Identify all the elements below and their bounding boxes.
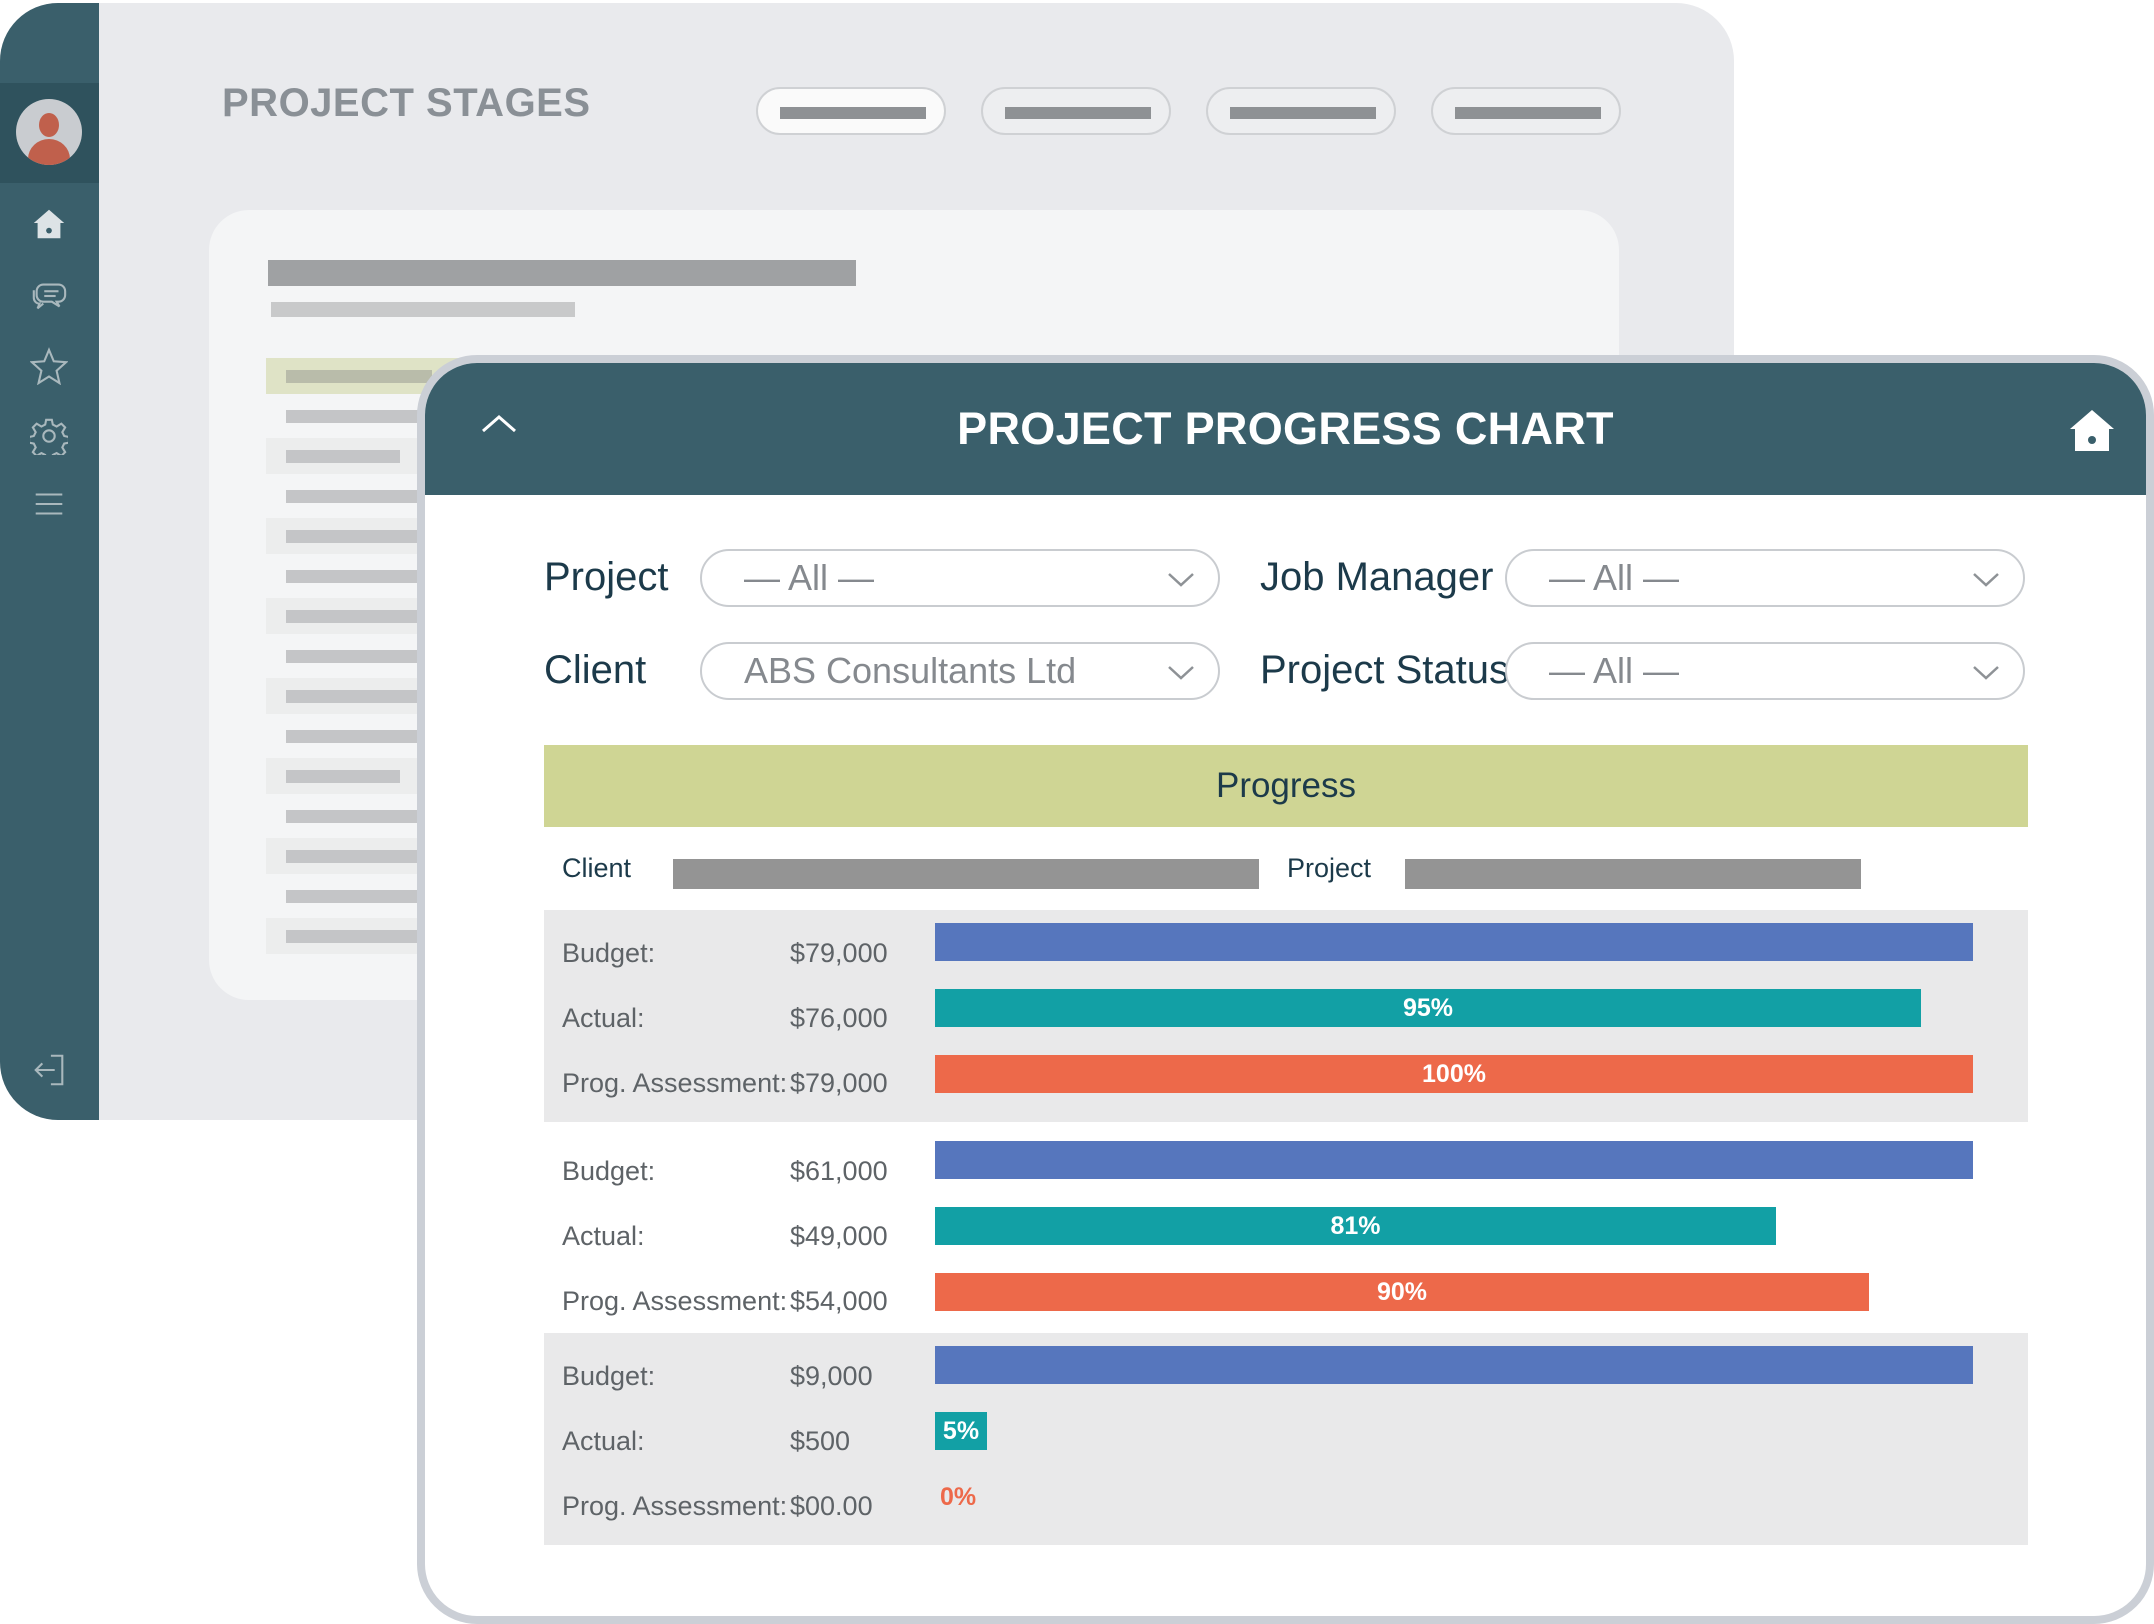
list-item[interactable] xyxy=(266,398,766,434)
job-manager-select[interactable]: — All — xyxy=(1505,549,2025,607)
project-select-value: — All — xyxy=(744,557,875,598)
client-select[interactable]: ABS Consultants Ltd xyxy=(700,642,1220,700)
list-item[interactable] xyxy=(266,638,766,674)
actual-label: Actual: xyxy=(562,1003,645,1033)
prog-assessment-bar: 100% xyxy=(935,1055,1973,1093)
logout-icon[interactable] xyxy=(28,1049,70,1091)
gear-icon[interactable] xyxy=(28,415,70,457)
prog-assessment-label: Prog. Assessment: xyxy=(562,1068,788,1098)
progress-chart-window: PROJECT PROGRESS CHART Project — All — J… xyxy=(417,355,2154,1624)
project-status-filter-label: Project Status xyxy=(1260,648,1510,692)
page-title: PROJECT STAGES xyxy=(222,81,591,125)
job-manager-select-value: — All — xyxy=(1549,557,1680,598)
actual-percent: 5% xyxy=(942,1417,980,1445)
list-item[interactable] xyxy=(266,718,766,754)
prog-assessment-value: $54,000 xyxy=(790,1286,888,1316)
project-status-select[interactable]: — All — xyxy=(1505,642,2025,700)
chevron-down-icon xyxy=(1168,666,1194,680)
client-meta-label: Client xyxy=(562,853,632,883)
stage-tab-2[interactable] xyxy=(981,87,1171,135)
project-select[interactable]: — All — xyxy=(700,549,1220,607)
card-title-placeholder xyxy=(268,260,856,286)
list-item[interactable] xyxy=(266,878,766,914)
project-status-select-value: — All — xyxy=(1549,650,1680,691)
prog-assessment-bar: 90% xyxy=(935,1273,1869,1311)
stage-tab-4[interactable] xyxy=(1431,87,1621,135)
chat-icon[interactable] xyxy=(28,275,70,317)
prog-assessment-percent: 90% xyxy=(1376,1278,1428,1306)
list-item[interactable] xyxy=(266,798,766,834)
home-icon[interactable] xyxy=(28,203,70,245)
actual-bar: 5% xyxy=(935,1412,987,1450)
budget-bar xyxy=(935,923,1973,961)
window-title: PROJECT PROGRESS CHART xyxy=(957,403,1614,454)
list-item[interactable] xyxy=(266,558,766,594)
sidebar xyxy=(0,3,99,1120)
progress-group-3: Budget: $9,000 Actual: $500 5% Prog. Ass… xyxy=(544,1333,2028,1545)
progress-group-1: Budget: $79,000 Actual: $76,000 95% Prog… xyxy=(544,910,2028,1122)
budget-value: $79,000 xyxy=(790,938,888,968)
budget-label: Budget: xyxy=(562,938,656,968)
budget-bar xyxy=(935,1346,1973,1384)
prog-assessment-value: $79,000 xyxy=(790,1068,888,1098)
actual-percent: 81% xyxy=(1330,1212,1381,1240)
prog-assessment-value: $00.00 xyxy=(790,1491,873,1521)
job-manager-filter-label: Job Manager xyxy=(1260,555,1494,599)
project-name-placeholder xyxy=(1405,859,1861,889)
actual-value: $500 xyxy=(790,1426,851,1456)
list-item[interactable] xyxy=(266,478,766,514)
budget-value: $61,000 xyxy=(790,1156,888,1186)
star-icon[interactable] xyxy=(28,345,70,387)
actual-label: Actual: xyxy=(562,1221,645,1251)
budget-label: Budget: xyxy=(562,1361,656,1391)
project-meta-label: Project xyxy=(1287,853,1372,883)
budget-bar xyxy=(935,1141,1973,1179)
actual-bar: 95% xyxy=(935,989,1921,1027)
actual-value: $76,000 xyxy=(790,1003,888,1033)
prog-assessment-percent: 0% xyxy=(940,1483,977,1511)
window-header: PROJECT PROGRESS CHART xyxy=(425,363,2146,495)
progress-group-2: Budget: $61,000 Actual: $49,000 81% Prog… xyxy=(544,1128,2028,1340)
actual-label: Actual: xyxy=(562,1426,645,1456)
prog-assessment-label: Prog. Assessment: xyxy=(562,1491,788,1521)
home-icon[interactable] xyxy=(2066,405,2118,457)
chevron-down-icon xyxy=(1973,666,1999,680)
client-filter-label: Client xyxy=(544,648,647,692)
stage-tab-1[interactable] xyxy=(756,87,946,135)
progress-heading: Progress xyxy=(544,745,2028,827)
project-filter-label: Project xyxy=(544,555,669,599)
avatar[interactable] xyxy=(16,99,82,165)
chevron-down-icon xyxy=(1168,573,1194,587)
client-select-value: ABS Consultants Ltd xyxy=(744,650,1077,691)
card-subtitle-placeholder xyxy=(271,302,575,317)
prog-assessment-percent: 100% xyxy=(1422,1060,1486,1088)
actual-percent: 95% xyxy=(1402,994,1454,1022)
actual-bar: 81% xyxy=(935,1207,1776,1245)
client-name-placeholder xyxy=(673,859,1259,889)
budget-label: Budget: xyxy=(562,1156,656,1186)
prog-assessment-label: Prog. Assessment: xyxy=(562,1286,788,1316)
menu-icon[interactable] xyxy=(28,483,70,525)
chevron-down-icon xyxy=(1973,573,1999,587)
actual-value: $49,000 xyxy=(790,1221,888,1251)
budget-value: $9,000 xyxy=(790,1361,873,1391)
stage-tab-3[interactable] xyxy=(1206,87,1396,135)
chevron-up-icon[interactable] xyxy=(477,405,521,445)
